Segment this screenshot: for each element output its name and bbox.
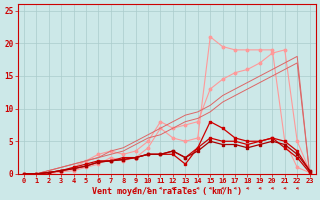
X-axis label: Vent moyen/en rafales ( km/h ): Vent moyen/en rafales ( km/h ) [92,187,242,196]
